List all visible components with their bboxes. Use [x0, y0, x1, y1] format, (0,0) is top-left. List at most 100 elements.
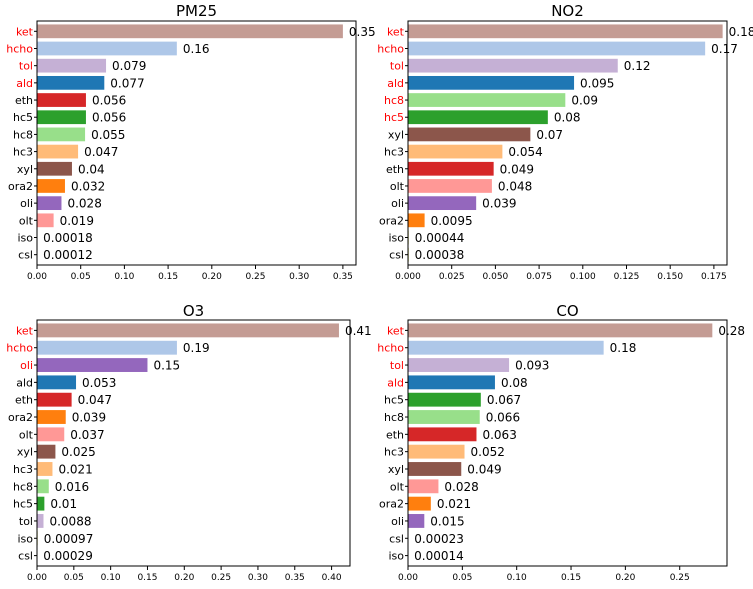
chart-panel-no2: NO2 ket 0.18 hcho 0.17 tol 0.12 ald 0.095 hc8 0.0…: [377, 2, 753, 282]
plot-frame: [407, 20, 728, 266]
x-tick-label: 0.35: [285, 573, 305, 583]
value-label: 0.056: [92, 94, 126, 108]
bar-eth: [37, 93, 86, 107]
category-label: hc5: [13, 111, 33, 124]
category-label: ket: [16, 324, 34, 337]
bar-hc8: [408, 93, 566, 107]
category-label: tol: [390, 60, 404, 73]
category-label: hc8: [13, 480, 33, 493]
bar-oli: [408, 196, 477, 211]
x-tick-label: 0.100: [570, 272, 596, 282]
x-tick-label: 0.150: [657, 272, 683, 282]
value-label: 0.055: [91, 128, 125, 142]
category-label: hc3: [13, 146, 33, 159]
bar-hcho: [37, 340, 177, 355]
bar-ald: [408, 375, 495, 390]
category-label: hc5: [384, 111, 404, 124]
category-label: iso: [17, 232, 33, 245]
value-label: 0.08: [554, 111, 581, 125]
plot-frame: [407, 319, 728, 567]
x-tick-label: 0.10: [101, 573, 121, 583]
category-label: csl: [18, 550, 33, 563]
category-label: hc3: [13, 463, 33, 476]
bar-hc5: [37, 496, 45, 511]
category-label: xyl: [17, 163, 33, 176]
x-tick-label: 0.00: [27, 573, 47, 583]
bar-ald: [37, 375, 77, 390]
value-label: 0.021: [437, 497, 471, 511]
category-label: ald: [387, 376, 404, 389]
value-label: 0.07: [536, 128, 563, 142]
value-label: 0.0095: [431, 214, 473, 228]
x-tick-label: 0.075: [526, 272, 552, 282]
value-label: 0.18: [729, 25, 753, 39]
category-label: hc8: [384, 411, 404, 424]
bar-oli: [37, 196, 62, 211]
value-label: 0.41: [345, 324, 372, 338]
value-label: 0.037: [70, 428, 104, 442]
bar-ald: [37, 75, 105, 90]
category-label: hc3: [384, 446, 404, 459]
value-label: 0.056: [92, 111, 126, 125]
value-label: 0.049: [500, 162, 534, 176]
bar-tol: [37, 514, 44, 528]
value-label: 0.047: [84, 145, 118, 159]
bar-ket: [37, 24, 343, 39]
value-label: 0.053: [82, 376, 116, 390]
x-tick-label: 0.05: [452, 573, 472, 583]
category-label: hcho: [377, 342, 404, 355]
value-label: 0.049: [467, 462, 501, 476]
category-label: olt: [390, 480, 405, 493]
value-label: 0.09: [571, 94, 598, 108]
x-tick-label: 0.10: [507, 573, 527, 583]
bar-xyl: [408, 127, 531, 142]
value-label: 0.077: [110, 76, 144, 90]
value-label: 0.039: [482, 197, 516, 211]
value-label: 0.08: [501, 376, 528, 390]
category-label: ket: [387, 324, 405, 337]
value-label: 0.019: [60, 214, 94, 228]
value-label: 0.00029: [43, 549, 93, 563]
plot-frame: [36, 20, 357, 266]
value-label: 0.17: [711, 42, 738, 56]
category-label: ora2: [379, 498, 404, 511]
x-tick-label: 0.00: [27, 272, 47, 282]
value-label: 0.00018: [43, 231, 93, 245]
value-label: 0.28: [718, 324, 745, 338]
bar-oli: [37, 358, 148, 372]
bar-tol: [408, 358, 510, 372]
category-label: hcho: [6, 42, 33, 55]
bar-xyl: [408, 462, 462, 476]
bar-hcho: [408, 41, 706, 56]
bar-hc3: [408, 444, 465, 459]
bar-hcho: [408, 340, 604, 355]
bar-ket: [37, 323, 339, 338]
bar-hc8: [37, 479, 49, 494]
bar-olt: [408, 179, 492, 193]
value-label: 0.16: [183, 42, 210, 56]
bar-tol: [37, 58, 107, 73]
category-label: xyl: [17, 446, 33, 459]
value-label: 0.067: [487, 393, 521, 407]
bar-ket: [408, 24, 723, 39]
bar-xyl: [37, 444, 56, 459]
category-label: xyl: [388, 463, 404, 476]
value-label: 0.016: [55, 480, 89, 494]
category-label: eth: [386, 163, 404, 176]
bar-xyl: [37, 161, 72, 176]
value-label: 0.021: [58, 462, 92, 476]
category-label: olt: [390, 180, 405, 193]
x-tick-label: 0.20: [615, 573, 635, 583]
x-tick-label: 0.05: [64, 573, 84, 583]
value-label: 0.032: [71, 179, 105, 193]
category-label: eth: [386, 428, 404, 441]
value-label: 0.00023: [414, 532, 464, 546]
bar-eth: [408, 427, 477, 442]
bar-olt: [408, 479, 439, 494]
bar-hc3: [408, 144, 503, 159]
category-label: tol: [19, 60, 33, 73]
x-tick-label: 0.25: [245, 272, 265, 282]
category-label: oli: [391, 515, 404, 528]
plot-frame: [36, 319, 351, 567]
